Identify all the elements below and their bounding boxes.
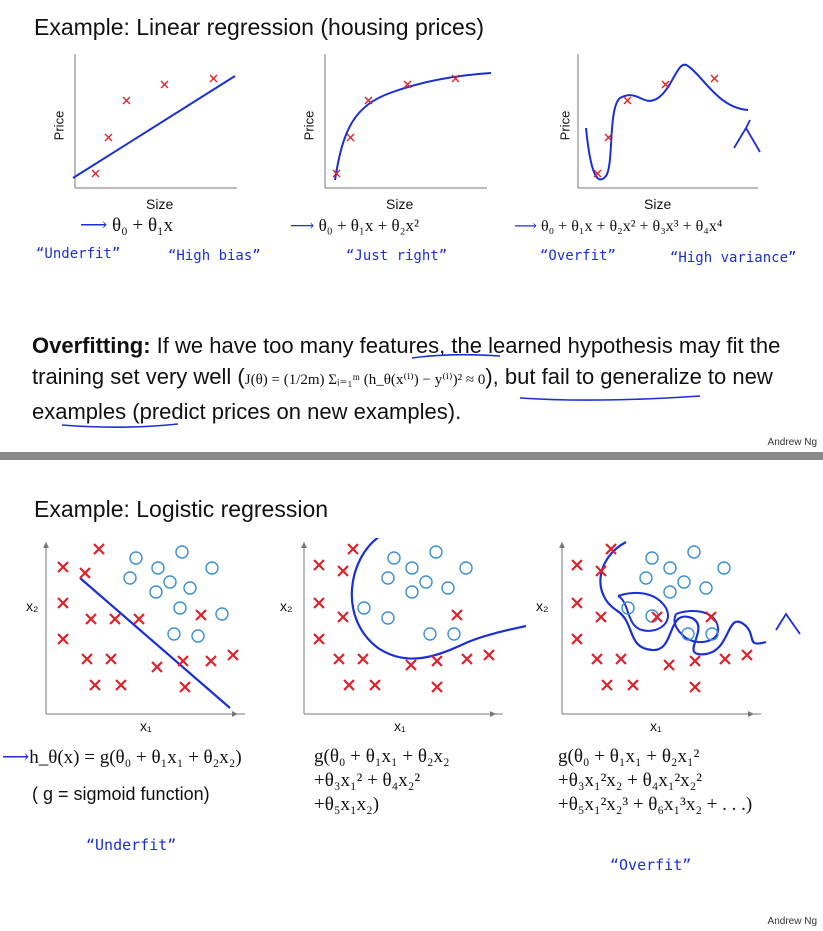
justright-hypothesis-line2: +θ₃x₁² + θ₄x₂² [314,770,421,791]
logistic-plot1-xlabel: x₁ [140,718,152,734]
plot3-xlabel: Size [644,196,672,212]
plot-underfit-graphic [72,54,237,189]
logistic-plot-overfit-graphic [559,541,801,717]
overfit-note: “Overfit” [610,856,692,874]
plot1-note-highbias: “High bias” [168,248,261,264]
overfit-hypothesis-line3: +θ₅x₁²x₂³ + θ₆x₁³x₂ + . . .) [558,794,753,815]
plot-just-right-graphic [324,54,492,189]
logistic-plot-underfit-graphic [43,542,245,717]
overfitting-text-2: ), but fail to generalize to new example… [32,364,773,424]
plot1-note-underfit: “Underfit” [36,246,121,262]
logistic-plot1-ylabel: x₂ [26,598,39,614]
logistic-plot-underfit [30,538,250,728]
logistic-plot2-xlabel: x₁ [394,718,406,734]
logistic-plot2-ylabel: x₂ [280,598,293,614]
underfit-hypothesis: ⟶h_θ(x) = g(θ₀ + θ₁x₁ + θ₂x₂) [2,747,242,768]
plot2-note-justright: “Just right” [346,248,448,264]
cost-function-math: J(θ) = (1/2m) Σᵢ₌₁ᵐ (h_θ(x⁽ⁱ⁾) − y⁽ⁱ⁾)² … [244,372,486,388]
plot2-xlabel: Size [386,196,414,212]
logistic-plot-just-right-graphic [301,535,527,717]
logistic-plot3-xlabel: x₁ [650,718,662,734]
overfitting-label: Overfitting: [32,333,151,358]
overfitting-text-1: If we have too many features, the learne… [32,333,781,389]
slide-divider [0,452,823,460]
plot3-equation: ⟶ θ₀ + θ₁x + θ₂x² + θ₃x³ + θ₄x⁴ [514,218,723,235]
plot3-note-highvariance: “High variance” [670,250,797,266]
handwritten-underlines [61,353,701,428]
overfit-hypothesis-line2: +θ₃x₁²x₂ + θ₄x₁²x₂² [558,770,702,791]
justright-hypothesis-line1: g(θ₀ + θ₁x₁ + θ₂x₂ [314,746,450,767]
plot-overfit [548,48,768,198]
slide-title: Example: Linear regression (housing pric… [34,14,484,40]
plot1-xlabel: Size [146,196,174,212]
credit: Andrew Ng [767,916,817,927]
credit: Andrew Ng [767,437,817,448]
logistic-plot-overfit [556,538,806,728]
slide-title: Example: Logistic regression [34,496,329,522]
plot-overfit-graphic [577,54,761,189]
overfitting-paragraph: Overfitting: If we have too many feature… [32,330,802,427]
sigmoid-note: ( g = sigmoid function) [32,784,210,804]
plot2-equation: ⟶ θ₀ + θ₁x + θ₂x² [290,216,420,235]
plot-just-right [295,48,495,198]
overfit-hypothesis-line1: g(θ₀ + θ₁x₁ + θ₂x₁² [558,746,700,767]
underfit-note: “Underfit” [86,836,177,854]
plot1-equation: ⟶ θ₀ + θ₁x [80,215,174,236]
logistic-plot3-ylabel: x₂ [536,598,549,614]
plot3-note-overfit: “Overfit” [540,248,616,264]
justright-hypothesis-line3: +θ₅x₁x₂) [314,794,380,815]
slide-logistic-regression: Example: Logistic regression [0,460,823,931]
slide-linear-regression: Example: Linear regression (housing pric… [0,0,823,452]
logistic-plot-just-right [298,535,528,728]
plot-underfit [45,48,245,198]
